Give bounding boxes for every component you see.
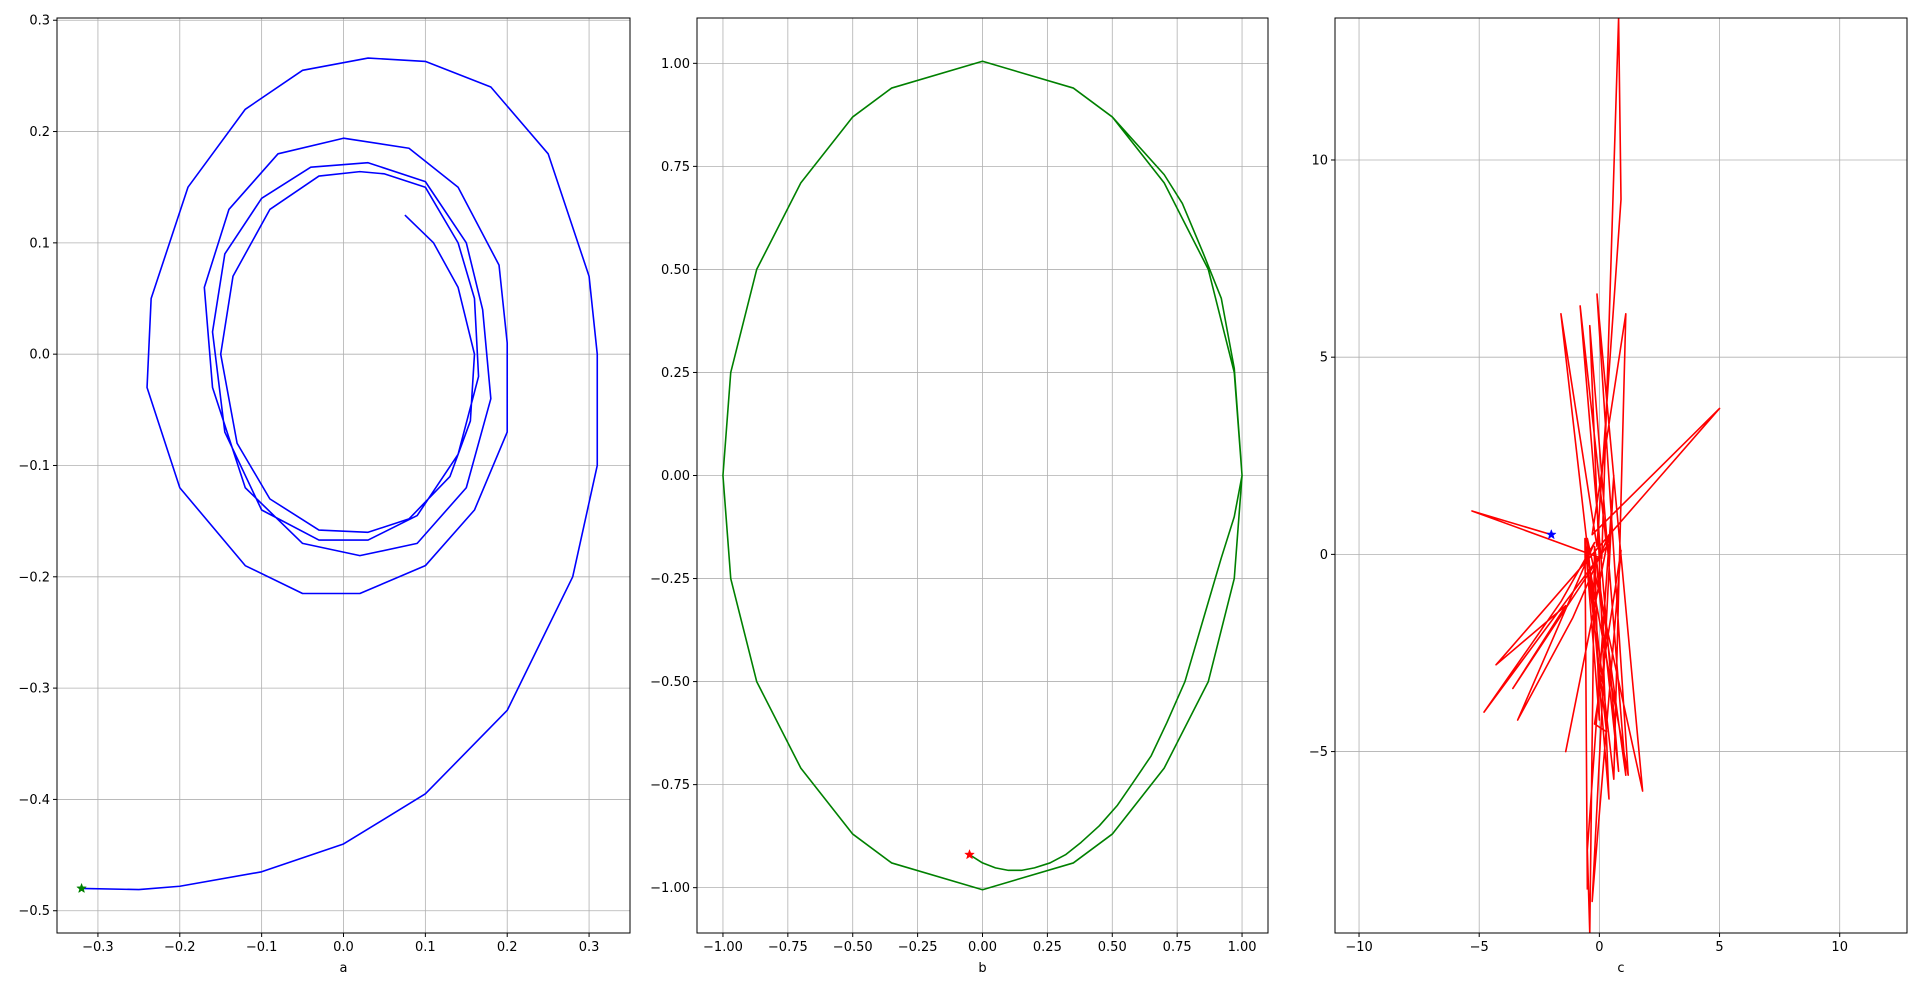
start-marker [1545,528,1557,540]
x-tick-label: 0.50 [1098,940,1127,955]
y-tick-label: 0.75 [661,160,690,175]
x-tick-label: −0.1 [246,940,278,955]
y-tick-label: 1.00 [661,57,690,72]
x-tick-label: 0.0 [333,940,354,955]
y-tick-label: −0.50 [650,675,690,690]
x-tick-label: 0.2 [497,940,518,955]
y-tick-label: −0.1 [18,459,50,474]
x-tick-label: 0.1 [415,940,436,955]
y-tick-label: −0.4 [18,793,50,808]
y-tick-label: −0.3 [18,682,50,697]
y-tick-label: −5 [1309,745,1328,760]
x-tick-label: −10 [1345,940,1372,955]
y-tick-label: −0.2 [18,570,50,585]
y-tick-label: 0.0 [29,348,50,363]
x-axis-label: c [1617,961,1624,976]
start-marker [76,882,87,894]
y-tick-label: −1.00 [650,881,690,896]
y-tick-label: 0.2 [29,125,50,140]
subplot-3: −10 −5 0 5 10 −5 0 5 10 c [1309,17,1908,976]
x-axis-label: a [340,961,348,976]
series-line [1471,18,1721,933]
x-tick-label: 0.3 [579,940,600,955]
x-tick-label: −0.50 [833,940,873,955]
y-tick-label: 0.1 [29,236,50,251]
y-tick-label: 5 [1320,351,1328,366]
x-tick-label: −0.2 [164,940,196,955]
x-tick-label: 0.25 [1033,940,1062,955]
x-tick-label: −1.00 [703,940,743,955]
x-tick-label: 1.00 [1228,940,1257,955]
x-tick-label: 0.75 [1163,940,1192,955]
start-marker [964,848,975,860]
y-tick-label: 0.25 [661,366,690,381]
x-tick-label: 0 [1595,940,1603,955]
x-tick-label: −0.3 [82,940,114,955]
x-tick-label: −5 [1470,940,1489,955]
y-tick-label: 0.50 [661,263,690,278]
x-tick-label: 5 [1715,940,1723,955]
y-tick-label: −0.75 [650,778,690,793]
x-tick-label: −0.75 [768,940,808,955]
series-line [722,60,1243,891]
x-axis-label: b [978,961,986,976]
subplot-2: −1.00 −0.75 −0.50 −0.25 0.00 0.25 0.50 0.75 1.00… [650,17,1269,976]
y-tick-label: 0 [1320,548,1328,563]
y-tick-label: 0.00 [661,469,690,484]
x-tick-label: 10 [1831,940,1848,955]
x-tick-label: −0.25 [898,940,938,955]
y-tick-label: −0.25 [650,572,690,587]
y-tick-label: −0.5 [18,904,50,919]
series-line [81,57,599,891]
y-tick-label: 0.3 [29,14,50,29]
x-tick-label: 0.00 [968,940,997,955]
plot-frame [1334,17,1908,934]
subplot-1: −0.3 −0.2 −0.1 0.0 0.1 0.2 0.3 −0.5 −0.4 −0.3 −0.2… [18,14,631,976]
y-tick-label: 10 [1311,153,1328,168]
